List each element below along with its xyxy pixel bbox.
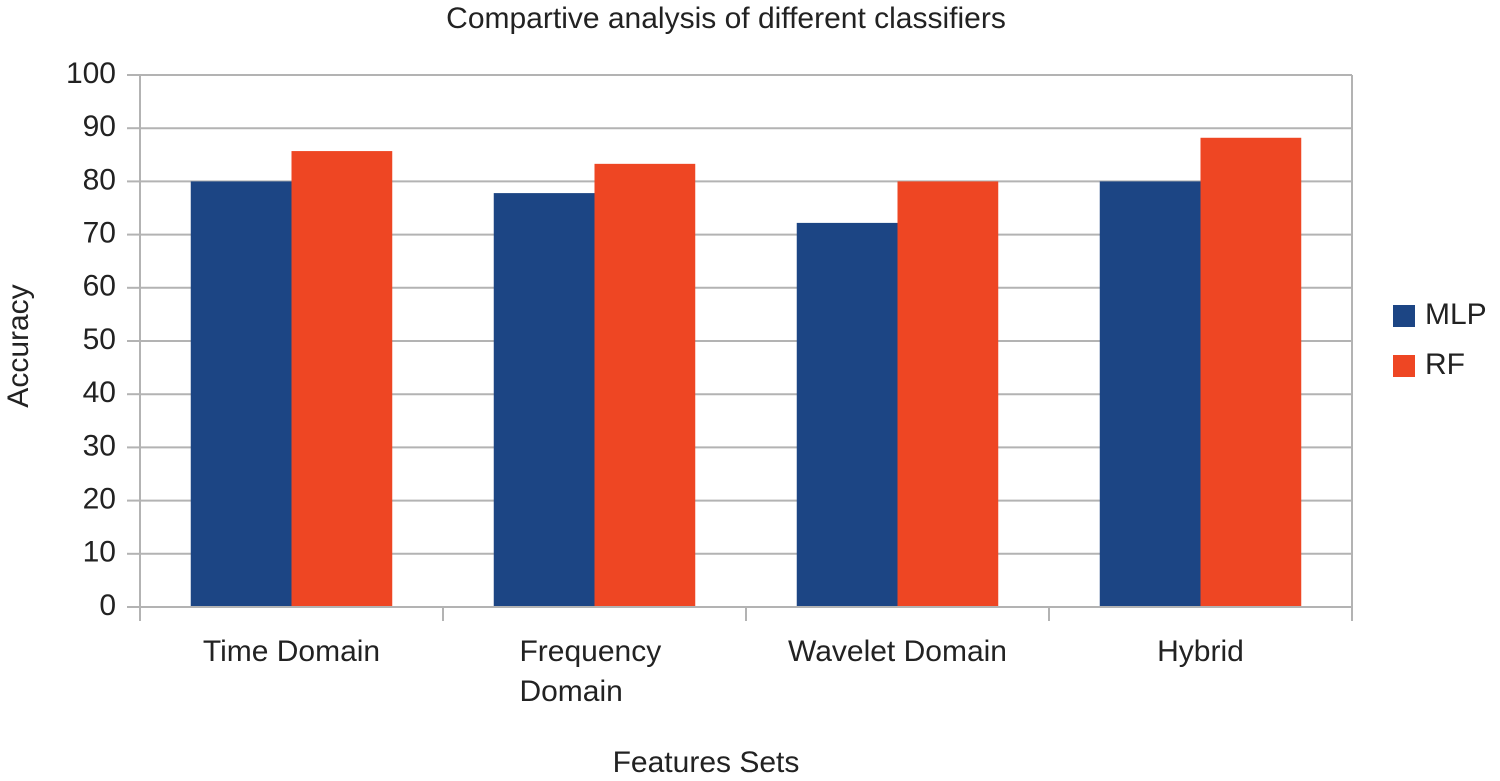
bar [1099, 181, 1201, 607]
legend-swatch [1393, 305, 1415, 327]
legend-swatch [1393, 355, 1415, 377]
y-tick-label: 70 [83, 217, 116, 250]
legend-label: MLP [1425, 298, 1487, 331]
chart-title: Compartive analysis of different classif… [446, 2, 1006, 35]
bar [291, 151, 393, 608]
x-tick-label: Wavelet Domain [788, 635, 1007, 668]
y-tick-label: 100 [66, 57, 116, 90]
legend-label: RF [1425, 348, 1465, 381]
x-tick-label: Hybrid [1157, 635, 1244, 668]
y-tick-label: 40 [83, 376, 116, 409]
bar [594, 163, 696, 607]
y-tick-label: 50 [83, 323, 116, 356]
y-tick-label: 20 [83, 483, 116, 516]
y-tick-label: 60 [83, 270, 116, 303]
x-tick-label: Frequency Domain [519, 635, 669, 708]
x-axis-label: Features Sets [613, 746, 800, 779]
y-tick-label: 10 [83, 536, 116, 569]
bar [1200, 137, 1302, 607]
y-tick-label: 0 [99, 589, 116, 622]
x-tick-label: Time Domain [203, 635, 380, 668]
bar [190, 181, 292, 607]
y-tick-label: 30 [83, 429, 116, 462]
y-axis-label: Accuracy [2, 284, 35, 407]
y-tick-label: 90 [83, 110, 116, 143]
bar [796, 222, 898, 607]
y-tick-label: 80 [83, 163, 116, 196]
bar [493, 193, 595, 607]
bar [897, 181, 999, 607]
